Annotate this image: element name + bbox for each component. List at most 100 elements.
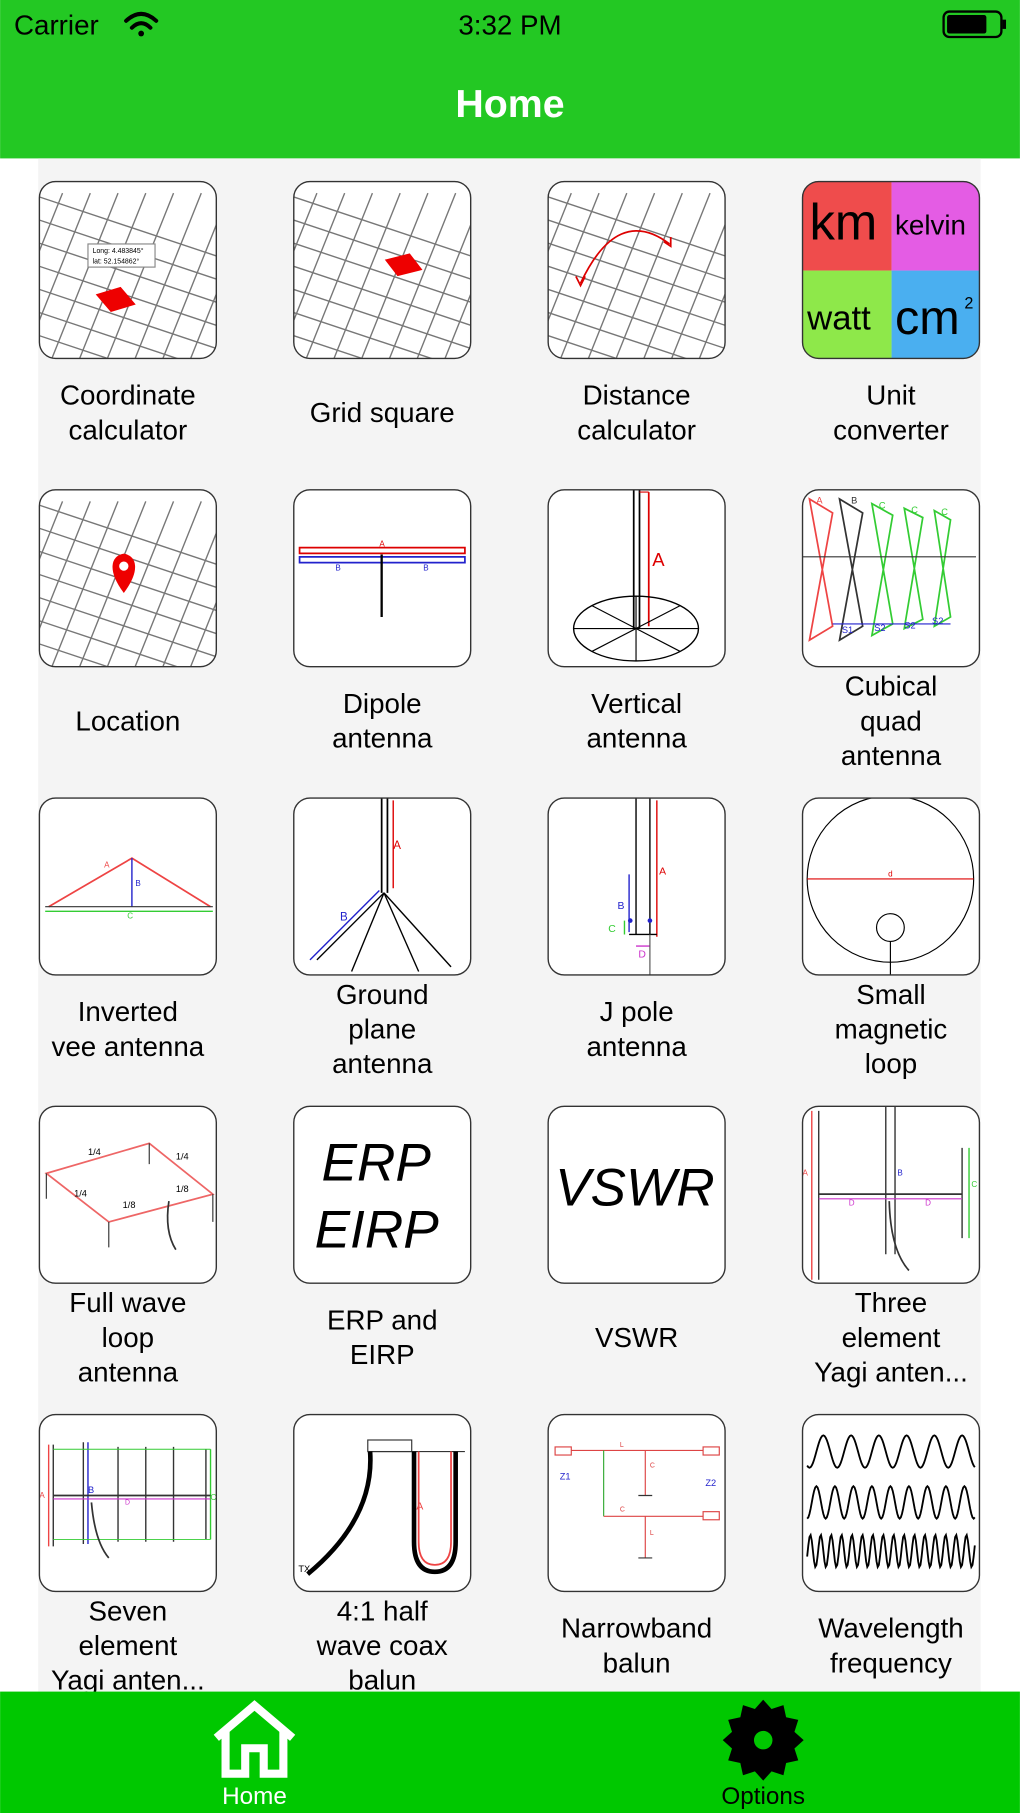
icon-text: A bbox=[416, 1501, 423, 1512]
tile[interactable]: ERP EIRP ERP and EIRP bbox=[293, 1105, 472, 1370]
tile-icon: 1/4 1/4 1/4 1/8 1/8 bbox=[44, 1142, 215, 1251]
tile-icon: VSWR bbox=[555, 1159, 715, 1218]
tile-icon: Long: 4.483845° lat: 52.154862° bbox=[39, 192, 217, 359]
tile-label: Unit bbox=[866, 380, 916, 411]
icon-text: B bbox=[88, 1485, 94, 1495]
icon-text: L bbox=[620, 1442, 624, 1449]
icon-line bbox=[186, 192, 217, 359]
tile-bg bbox=[548, 1414, 726, 1592]
tile-icon: A TX bbox=[298, 1439, 465, 1576]
tile-label: frequency bbox=[830, 1647, 952, 1678]
nav-title: Home bbox=[455, 82, 564, 126]
tile-border bbox=[801, 489, 981, 668]
tile[interactable]: A B C D J pole antenna bbox=[547, 797, 726, 1062]
icon-path bbox=[838, 497, 864, 642]
tile-icon: A B C C C S1 S2 S2 S2 bbox=[802, 496, 976, 642]
tile[interactable]: Location bbox=[0, 489, 257, 736]
icon-line bbox=[39, 192, 91, 359]
icon-line bbox=[293, 192, 318, 359]
tab-home[interactable]: Home bbox=[213, 1700, 296, 1810]
icon-text: C bbox=[127, 911, 133, 920]
tab-label[interactable]: Options bbox=[721, 1783, 805, 1810]
icon-path bbox=[298, 555, 466, 564]
tile-icon: km kelvin watt cm 2 bbox=[802, 181, 980, 359]
icon-line bbox=[556, 192, 628, 359]
icon-line bbox=[350, 892, 385, 972]
icon-line bbox=[293, 238, 471, 310]
icon-line bbox=[131, 501, 202, 667]
battery-icon bbox=[942, 10, 1007, 39]
tile-border bbox=[293, 797, 472, 976]
tile-border bbox=[293, 489, 472, 668]
icon-text: D bbox=[925, 1199, 931, 1208]
tab-options[interactable]: Options bbox=[721, 1699, 805, 1810]
icon-line bbox=[591, 628, 637, 652]
tile[interactable]: A TX 4:1 half wave coax balun bbox=[293, 1413, 472, 1696]
icon-path bbox=[90, 1502, 110, 1559]
tile-label: Yagi anten... bbox=[51, 1665, 205, 1696]
icon-line bbox=[640, 192, 711, 359]
icon-line bbox=[441, 192, 471, 359]
icon-text: D bbox=[125, 1500, 130, 1507]
icon-line bbox=[548, 331, 726, 359]
tile-border bbox=[38, 180, 218, 360]
icon-text: C bbox=[620, 1507, 625, 1514]
tile-bg bbox=[548, 181, 726, 359]
icon-line bbox=[667, 192, 726, 359]
icon-text: B bbox=[423, 564, 428, 573]
icon-path bbox=[95, 286, 136, 313]
icon-line bbox=[159, 192, 217, 359]
tab-label[interactable]: Home bbox=[222, 1783, 287, 1810]
icon-line bbox=[635, 605, 681, 630]
icon-text: A bbox=[39, 1491, 45, 1500]
icon-path bbox=[166, 1200, 177, 1251]
tile[interactable]: A B C Inverted vee antenna bbox=[38, 797, 218, 1062]
tile[interactable]: A B C D Seven element Yagi anten... bbox=[38, 1413, 218, 1696]
icon-line bbox=[548, 215, 726, 287]
gear-icon[interactable] bbox=[722, 1699, 804, 1781]
tile-label: element bbox=[78, 1630, 177, 1661]
tile-label: antenna bbox=[841, 740, 942, 771]
tile[interactable]: VSWR VSWR bbox=[547, 1105, 726, 1353]
icon-line bbox=[39, 501, 91, 667]
tile-label: Dipole bbox=[343, 688, 422, 719]
tile[interactable]: A B B Dipole antenna bbox=[293, 489, 472, 754]
icon-text: A bbox=[104, 860, 110, 869]
tile-label: antenna bbox=[332, 723, 433, 754]
tile-label: Inverted bbox=[78, 996, 178, 1027]
icon-line bbox=[548, 192, 572, 359]
icon-line bbox=[39, 546, 217, 618]
tile-label: Narrowband bbox=[561, 1613, 712, 1644]
icon-line bbox=[548, 308, 726, 359]
tile[interactable]: A Vertical antenna bbox=[547, 489, 726, 754]
tile[interactable]: Long: 4.483845° lat: 52.154862° Coordinate… bbox=[0, 180, 257, 446]
icon-wave bbox=[806, 1484, 976, 1520]
icon-line bbox=[39, 308, 217, 359]
tile-icon bbox=[806, 1434, 976, 1570]
tile-icon: A B C D bbox=[39, 1442, 216, 1559]
tile-border bbox=[293, 1105, 472, 1284]
tile[interactable]: Grid square bbox=[248, 180, 512, 429]
tile-icon: Z1 Z2 L C C L bbox=[554, 1442, 720, 1559]
icon-text: C bbox=[650, 1463, 655, 1470]
icon-line bbox=[330, 192, 401, 359]
quad bbox=[891, 270, 980, 359]
tile-label: loop bbox=[102, 1322, 154, 1353]
tile-label: magnetic bbox=[835, 1014, 948, 1045]
tile-label: plane bbox=[348, 1014, 416, 1045]
icon-path bbox=[384, 253, 423, 277]
icon-line bbox=[293, 308, 471, 359]
icon-path bbox=[903, 506, 924, 631]
tile-label: Distance bbox=[583, 380, 691, 411]
tab-bar[interactable] bbox=[0, 1691, 1020, 1813]
